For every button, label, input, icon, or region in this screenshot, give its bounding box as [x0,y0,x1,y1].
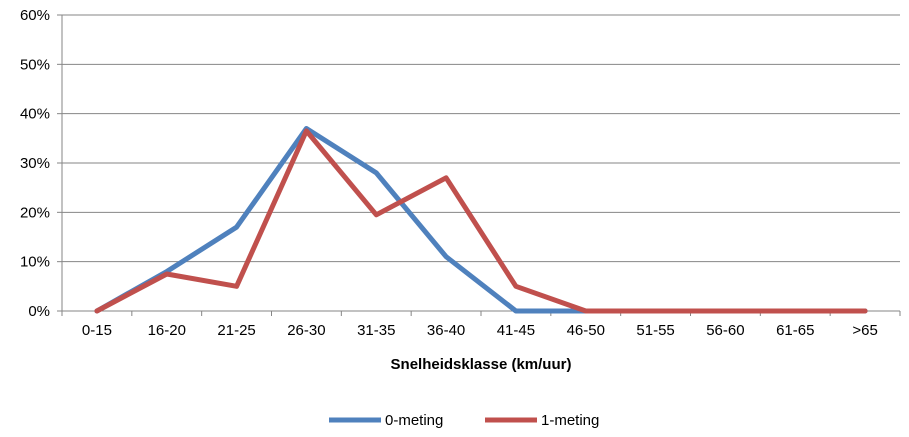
x-tick-label: 36-40 [427,322,465,339]
x-tick-label: 56-60 [706,322,744,339]
series-lines [94,126,868,314]
x-tick-label: 61-65 [776,322,814,339]
x-tick-label: 0-15 [82,322,112,339]
series-line-1-meting [94,128,868,314]
y-tick-label: 0% [28,303,50,320]
x-tick-label: 51-55 [636,322,674,339]
x-tick-label: 26-30 [287,322,325,339]
y-tick-label: 50% [20,56,50,73]
y-tick-labels: 0% 10% 20% 30% 40% 50% 60% [20,7,50,320]
x-tick-label: 31-35 [357,322,395,339]
y-tick-label: 30% [20,155,50,172]
legend-label: 0-meting [385,412,443,429]
legend-label: 1-meting [541,412,599,429]
x-tick-label: >65 [852,322,877,339]
y-tick-label: 20% [20,204,50,221]
y-tick-label: 40% [20,106,50,123]
x-tick-labels: 0-15 16-20 21-25 26-30 31-35 36-40 41-45 46-50 5… [82,322,878,339]
x-axis-label: Snelheidsklasse (km/uur) [391,356,572,373]
y-tick-label: 60% [20,7,50,24]
x-tick-label: 21-25 [217,322,255,339]
axes [57,14,901,316]
y-tick-label: 10% [20,254,50,271]
gridlines [62,14,900,263]
x-tick-label: 16-20 [148,322,186,339]
legend: 0-meting 1-meting [329,412,599,429]
x-tick-label: 41-45 [497,322,535,339]
x-tick-label: 46-50 [567,322,605,339]
